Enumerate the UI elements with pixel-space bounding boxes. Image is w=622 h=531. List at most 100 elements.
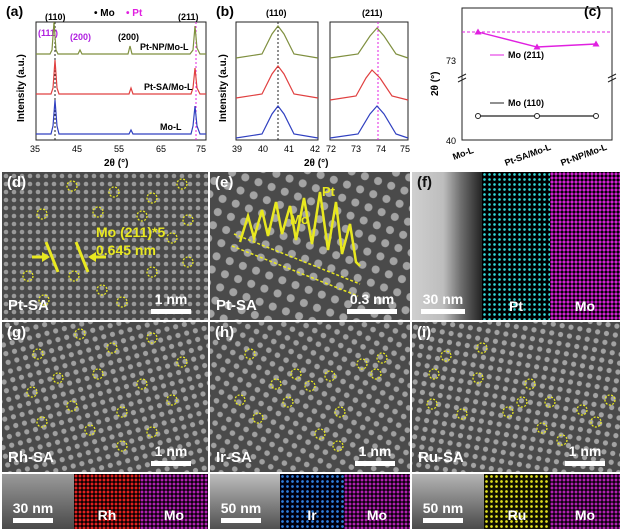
atom-lattice — [210, 322, 410, 472]
haadf-image — [412, 172, 482, 320]
x-ticks: 35 45 55 65 75 — [30, 144, 206, 154]
panel-f-label: (f) — [417, 174, 432, 191]
sample-label: Ru-SA — [418, 449, 464, 466]
element-label-ir: Ir — [307, 507, 317, 523]
curve-sa-left — [235, 65, 319, 99]
scale-text: 30 nm — [422, 291, 464, 307]
scale-bar: 0.3 nm — [342, 291, 402, 314]
sample-label: Ir-SA — [216, 449, 252, 466]
single-atom-markers — [234, 348, 388, 452]
x-axis-label: 2θ (°) — [104, 158, 128, 169]
panel-i-label: (i) — [417, 324, 432, 341]
series-label-pt-sa: Pt-SA/Mo-L — [144, 82, 193, 92]
tem-panel-d: (d) Mo (211)*5 0.645 nm Pt-SA 1 nm — [2, 172, 208, 320]
element-label-mo: Mo — [366, 507, 388, 523]
peak-position-chart: (c) 40 73 2θ (°) Mo (211) Mo (110) Mo-L … — [430, 3, 617, 168]
curve-np-right — [329, 27, 409, 59]
scale-text: 30 nm — [12, 500, 54, 516]
sample-label: Rh-SA — [8, 449, 54, 466]
atom-lattice — [2, 322, 208, 472]
y-axis-label: Intensity (a.u.) — [218, 54, 229, 122]
scale-bar-line — [151, 309, 191, 314]
axis-break — [457, 73, 467, 79]
plot-frame-left — [235, 21, 319, 141]
element-label-mo: Mo — [163, 507, 185, 523]
scale-text: 50 nm — [422, 500, 464, 516]
peak-mo-200: (200) — [118, 32, 139, 42]
legend-pt: • Pt — [126, 8, 143, 19]
x-tick: 74 — [376, 144, 386, 154]
x-tick: 45 — [72, 144, 82, 154]
sample-label: Pt-SA — [8, 297, 49, 314]
category-label: Mo-L — [451, 145, 475, 162]
x-tick: 35 — [30, 144, 40, 154]
x-tick: 75 — [196, 144, 206, 154]
scale-bar-line — [151, 461, 191, 466]
panel-d-label: (d) — [7, 174, 27, 191]
rh-map — [74, 474, 140, 529]
scale-bar: 1 nm — [148, 443, 194, 466]
xrd-panel-b: (b) (110) (211) Intensity (a.u.) 39 40 4… — [216, 3, 410, 169]
x-tick: 55 — [114, 144, 124, 154]
scale-text: 1 nm — [568, 443, 602, 459]
tem-panel-g: (g) Rh-SA 1 nm — [2, 322, 208, 472]
element-label-ru: Ru — [507, 507, 527, 523]
curve-sa-right — [329, 69, 409, 101]
scale-text: 1 nm — [154, 291, 188, 307]
x-tick: 73 — [351, 144, 361, 154]
x-tick: 41 — [284, 144, 294, 154]
lattice-spacing: 0.645 nm — [96, 242, 156, 258]
atom-lattice — [412, 322, 620, 472]
axis-break — [607, 73, 617, 79]
plot-frame-right — [329, 21, 409, 141]
eds-strip-ir: 50 nm Ir Mo — [210, 474, 410, 529]
pt-marker-label: Pt — [322, 184, 335, 199]
curve-l-left — [235, 105, 319, 139]
data-points — [474, 28, 600, 119]
series-pt-sa — [36, 59, 206, 95]
single-atom-markers — [22, 178, 194, 308]
chart-title: (c) — [584, 3, 601, 19]
axis-break — [607, 77, 617, 83]
lattice-plane-annotation: Mo (211)*5 — [96, 224, 166, 240]
curve-np-left — [235, 25, 319, 59]
element-label-mo: Mo — [574, 507, 596, 523]
atom-lattice — [2, 172, 208, 320]
panel-h-label: (h) — [215, 324, 235, 341]
x-tick: 40 — [258, 144, 268, 154]
scale-bar-line — [221, 518, 261, 523]
x-tick: 72 — [326, 144, 336, 154]
mo-map — [140, 474, 208, 529]
pt-map — [482, 172, 550, 320]
y-tick: 73 — [446, 56, 456, 66]
scale-text: 50 nm — [220, 500, 262, 516]
ir-map — [280, 474, 344, 529]
plot-frame — [35, 21, 207, 141]
sample-label: Pt-SA — [216, 297, 257, 314]
data-point — [592, 40, 600, 47]
mo-marker-label: Mo — [290, 212, 309, 227]
peak-pt-111: (111) — [38, 28, 58, 38]
peak-pt-200: (200) — [70, 32, 91, 42]
x-axis-label: 2θ (°) — [304, 158, 328, 169]
data-point — [475, 113, 481, 119]
scale-bar: 1 nm — [148, 291, 194, 314]
data-point — [534, 113, 540, 119]
scale-text: 1 nm — [358, 443, 392, 459]
atom-lattice — [210, 172, 410, 320]
mo-map — [344, 474, 410, 529]
legend-mo-110: Mo (110) — [508, 98, 544, 108]
y-axis-label: Intensity (a.u.) — [16, 54, 27, 122]
curve-l-right — [329, 105, 409, 139]
scale-bar-line — [565, 461, 605, 466]
panel-e-label: (e) — [215, 174, 234, 191]
scale-bar: 1 nm — [352, 443, 398, 466]
scale-bar: 30 nm — [8, 500, 58, 523]
scale-bar: 30 nm — [418, 291, 468, 314]
data-point — [593, 113, 599, 119]
legend-mo: • Mo — [94, 8, 115, 19]
panel-a-label: (a) — [6, 3, 23, 19]
data-point — [474, 28, 482, 35]
element-label-rh: Rh — [97, 507, 117, 523]
scale-bar: 50 nm — [418, 500, 468, 523]
